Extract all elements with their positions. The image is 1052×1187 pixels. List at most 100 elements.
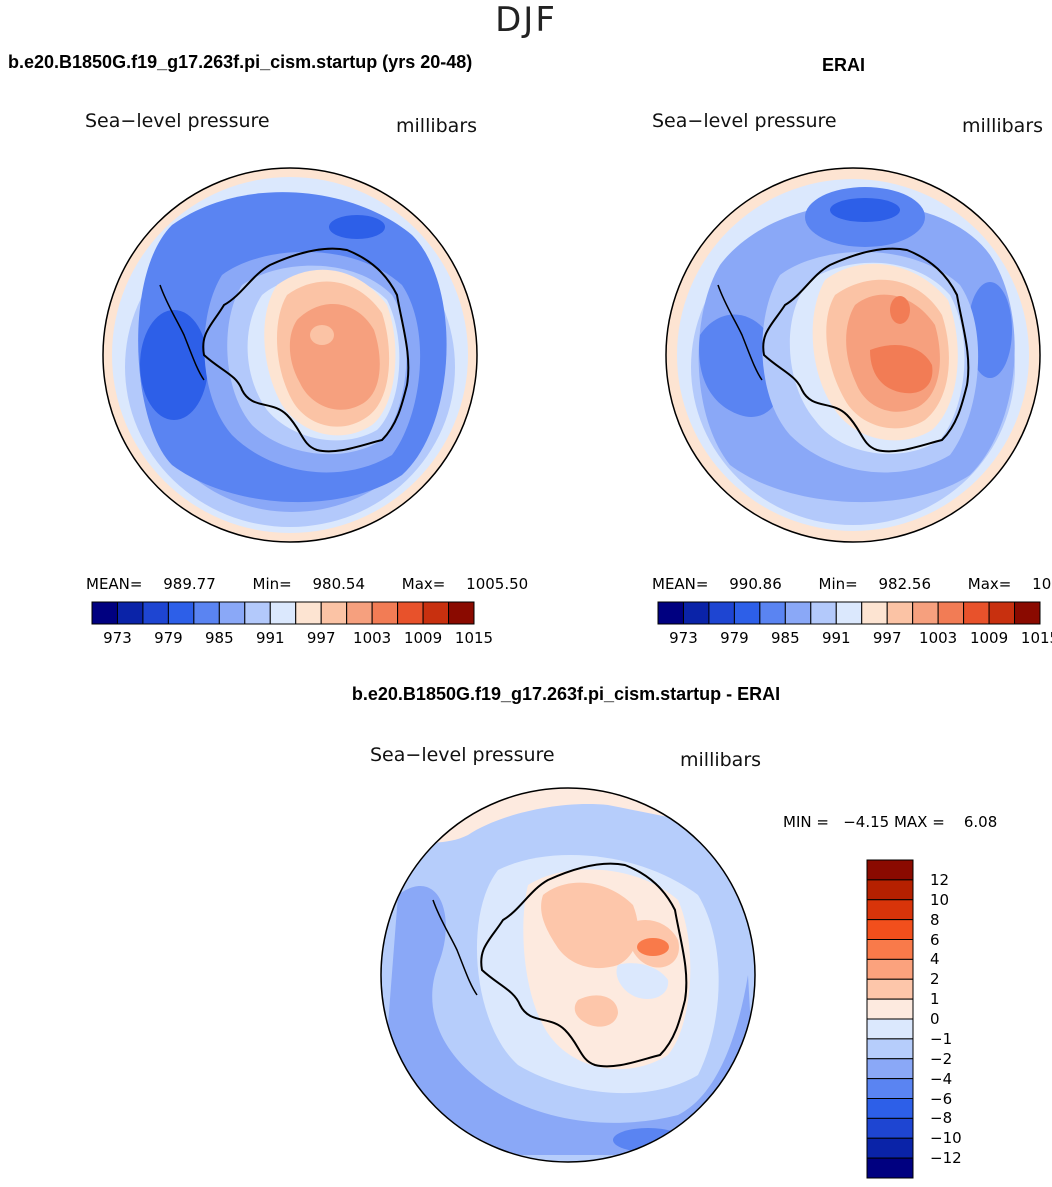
panel-title-model: b.e20.B1850G.f19_g17.263f.pi_cism.startu… (8, 52, 473, 72)
colorbar-tick-label: −1 (930, 1029, 953, 1048)
colorbar-swatch (784, 601, 812, 625)
colorbar-swatch (759, 601, 786, 625)
colorbar-swatch (866, 879, 914, 901)
map-low-center-obs (830, 198, 900, 222)
colorbar-swatch (988, 601, 1016, 625)
panel-title-diff: b.e20.B1850G.f19_g17.263f.pi_cism.startu… (351, 684, 781, 704)
colorbar-swatch (1014, 601, 1041, 625)
colorbar-swatch (218, 601, 246, 625)
units-label-diff: millibars (680, 749, 762, 771)
colorbar-swatch (397, 601, 424, 625)
diff-low-center (613, 1128, 683, 1152)
colorbar-tick-label: 1009 (403, 629, 443, 647)
colorbar-diff (866, 859, 914, 1179)
colorbar-obs (657, 601, 1041, 625)
antarctica-coastline-obs (762, 247, 970, 453)
colorbar-swatch (708, 601, 735, 625)
map-border-obs (665, 167, 1041, 543)
colorbar-swatch (682, 601, 710, 625)
colorbar-swatch (866, 1058, 914, 1080)
colorbar-tick-label: −6 (930, 1089, 953, 1108)
colorbar-tick-label: 10 (930, 890, 950, 909)
colorbar-swatch (886, 601, 914, 625)
colorbar-tick-label: 0 (930, 1010, 940, 1028)
colorbar-tick-label: −12 (930, 1149, 962, 1168)
colorbar-swatch (448, 601, 475, 625)
map-obs (665, 167, 1041, 543)
colorbar-swatch (866, 1038, 914, 1060)
stats-obs: MEAN= 990.86 Min= 982.56 Max= 1005.19 (652, 575, 1052, 593)
colorbar-tick-label: −8 (930, 1109, 953, 1128)
colorbar-swatch (866, 939, 914, 960)
colorbar-swatch (963, 601, 990, 625)
colorbar-tick-label: 985 (771, 629, 800, 647)
colorbar-tick-label: 1003 (919, 629, 958, 647)
colorbar-ticks-obs: 973 979 985 991 997 1003 1009 1015 (658, 629, 1052, 649)
units-label-model: millibars (396, 115, 478, 137)
colorbar-swatch (657, 601, 684, 625)
colorbar-swatch (167, 601, 195, 625)
colorbar-swatch (861, 601, 888, 625)
colorbar-swatch (866, 859, 914, 881)
colorbar-swatch (866, 1018, 914, 1040)
antarctica-coastline (202, 247, 410, 453)
colorbar-swatch (866, 1098, 914, 1119)
colorbar-tick-label: 1015 (454, 629, 494, 647)
variable-label-model: Sea−level pressure (85, 110, 270, 132)
colorbar-swatch (866, 998, 914, 1020)
map-model (102, 167, 478, 543)
colorbar-tick-label: 991 (821, 629, 851, 647)
season-title: DJF (495, 0, 557, 40)
colorbar-swatch (371, 601, 399, 625)
colorbar-swatch (193, 601, 220, 625)
colorbar-swatch (810, 601, 837, 625)
colorbar-swatch (866, 1078, 914, 1099)
colorbar-tick-label: 2 (930, 970, 940, 989)
colorbar-tick-label: 973 (669, 629, 698, 647)
colorbar-tick-label: −2 (930, 1049, 953, 1068)
colorbar-swatch (91, 601, 118, 625)
colorbar-tick-label: 4 (930, 950, 940, 969)
colorbar-tick-label: 12 (930, 870, 950, 889)
colorbar-tick-label: 1009 (969, 629, 1009, 647)
colorbar-tick-label: 979 (154, 629, 183, 647)
colorbar-swatch (866, 978, 914, 1000)
colorbar-swatch (866, 1117, 914, 1139)
colorbar-ticks-model: 973 979 985 991 997 1003 1009 1015 (92, 629, 493, 649)
colorbar-tick-label: 979 (720, 629, 749, 647)
colorbar-model (91, 601, 475, 625)
colorbar-swatch (866, 1137, 914, 1159)
colorbar-tick-label: 997 (872, 629, 902, 647)
colorbar-swatch (937, 601, 965, 625)
map-low-center (329, 215, 385, 239)
colorbar-swatch (142, 601, 169, 625)
colorbar-swatch (346, 601, 373, 625)
colorbar-swatch (733, 601, 761, 625)
colorbar-tick-label: 1003 (353, 629, 392, 647)
map-border-diff (380, 787, 756, 1163)
map-diff (380, 787, 756, 1163)
colorbar-swatch (269, 601, 297, 625)
colorbar-tick-label: 1015 (1020, 629, 1052, 647)
colorbar-swatch (320, 601, 348, 625)
colorbar-swatch (912, 601, 939, 625)
colorbar-tick-label: 985 (205, 629, 234, 647)
variable-label-diff: Sea−level pressure (370, 744, 555, 766)
colorbar-tick-label: 6 (930, 930, 940, 949)
stats-model: MEAN= 989.77 Min= 980.54 Max= 1005.50 (86, 575, 529, 593)
colorbar-swatch (866, 899, 914, 921)
colorbar-tick-label: 973 (103, 629, 132, 647)
colorbar-swatch (866, 919, 914, 940)
colorbar-swatch (116, 601, 144, 625)
map-border (102, 167, 478, 543)
antarctica-coastline-diff (480, 862, 688, 1068)
units-label-obs: millibars (962, 115, 1044, 137)
variable-label-obs: Sea−level pressure (652, 110, 837, 132)
colorbar-tick-label: 991 (255, 629, 285, 647)
colorbar-tick-label: 997 (306, 629, 336, 647)
colorbar-swatch (422, 601, 450, 625)
colorbar-swatch (866, 1157, 914, 1179)
minmax-diff: MIN = −4.15 MAX = 6.08 (783, 813, 998, 831)
colorbar-tick-label: −4 (930, 1069, 953, 1088)
colorbar-swatch (866, 958, 914, 980)
